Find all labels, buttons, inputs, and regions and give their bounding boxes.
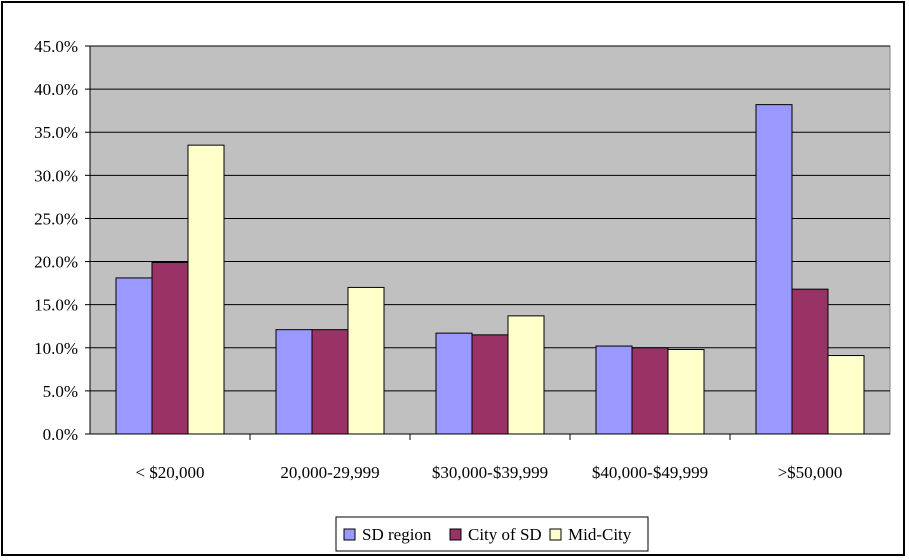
bar-mid-city <box>187 144 225 435</box>
bar-city-of-sd <box>471 334 509 435</box>
bar-mid-city <box>507 315 545 435</box>
y-tick-label: 20.0% <box>34 253 78 272</box>
y-tick-label: 35.0% <box>34 123 78 142</box>
x-tick-label: < $20,000 <box>135 463 204 482</box>
legend-label: Mid-City <box>568 525 632 544</box>
bar-mid-city <box>347 286 385 435</box>
bar-city-of-sd <box>151 261 189 435</box>
bar-city-of-sd <box>631 347 669 435</box>
bar-sd-region <box>595 345 633 435</box>
x-tick-label: $30,000-$39,999 <box>432 463 548 482</box>
bar-sd-region <box>115 277 153 435</box>
bar-city-of-sd <box>791 288 829 435</box>
legend-swatch <box>449 528 462 541</box>
legend-label: SD region <box>362 525 432 544</box>
bar-mid-city <box>667 349 705 435</box>
y-tick-label: 15.0% <box>34 296 78 315</box>
y-tick-label: 0.0% <box>43 425 78 444</box>
bar-sd-region <box>755 104 793 435</box>
y-tick-label: 10.0% <box>34 339 78 358</box>
legend-swatch <box>343 528 356 541</box>
x-tick-label: >$50,000 <box>778 463 843 482</box>
bar-mid-city <box>827 355 865 435</box>
legend <box>335 516 649 552</box>
bar-city-of-sd <box>311 329 349 435</box>
y-tick-label: 25.0% <box>34 209 78 228</box>
legend-label: City of SD <box>468 525 542 544</box>
y-tick-label: 45.0% <box>34 37 78 56</box>
y-tick-label: 5.0% <box>43 382 78 401</box>
y-tick-label: 40.0% <box>34 80 78 99</box>
x-tick-label: $40,000-$49,999 <box>592 463 708 482</box>
bar-sd-region <box>275 329 313 435</box>
x-tick-label: 20,000-29,999 <box>280 463 379 482</box>
y-tick-label: 30.0% <box>34 166 78 185</box>
bar-sd-region <box>435 332 473 435</box>
legend-swatch <box>549 528 562 541</box>
